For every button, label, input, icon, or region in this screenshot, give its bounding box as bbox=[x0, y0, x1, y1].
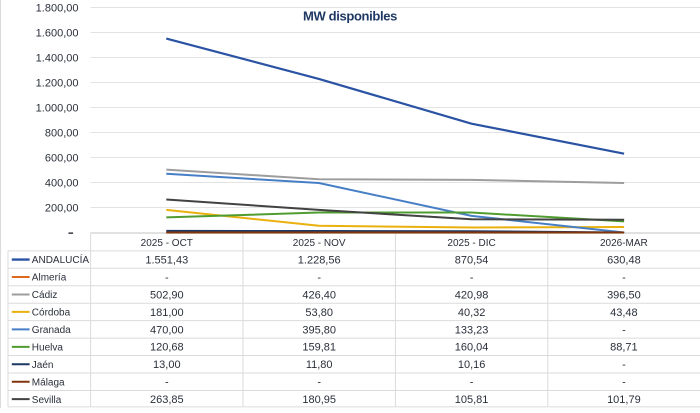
svg-text:1.228,56: 1.228,56 bbox=[298, 254, 341, 266]
svg-text:133,23: 133,23 bbox=[455, 324, 489, 336]
svg-text:MW disponibles: MW disponibles bbox=[303, 9, 397, 24]
svg-text:105,81: 105,81 bbox=[455, 394, 489, 406]
svg-text:420,98: 420,98 bbox=[455, 289, 489, 301]
svg-text:600,00: 600,00 bbox=[45, 152, 79, 164]
svg-text:2025 - OCT: 2025 - OCT bbox=[141, 238, 193, 249]
svg-text:800,00: 800,00 bbox=[45, 127, 79, 139]
svg-text:Málaga: Málaga bbox=[32, 377, 65, 388]
svg-text:53,80: 53,80 bbox=[305, 307, 333, 319]
svg-text:ANDALUCÍA: ANDALUCÍA bbox=[32, 253, 90, 266]
svg-text:502,90: 502,90 bbox=[150, 289, 184, 301]
svg-text:160,04: 160,04 bbox=[455, 342, 489, 354]
svg-text:-: - bbox=[622, 324, 626, 336]
svg-text:870,54: 870,54 bbox=[455, 254, 489, 266]
svg-text:Granada: Granada bbox=[32, 325, 71, 336]
svg-text:-: - bbox=[470, 272, 474, 284]
svg-text:Córdoba: Córdoba bbox=[32, 308, 71, 319]
svg-text:43,48: 43,48 bbox=[610, 307, 638, 319]
svg-text:-: - bbox=[470, 377, 474, 389]
svg-text:181,00: 181,00 bbox=[150, 307, 184, 319]
svg-text:470,00: 470,00 bbox=[150, 324, 184, 336]
svg-text:263,85: 263,85 bbox=[150, 394, 184, 406]
svg-text:1.400,00: 1.400,00 bbox=[36, 52, 79, 64]
svg-text:426,40: 426,40 bbox=[302, 289, 336, 301]
svg-text:180,95: 180,95 bbox=[302, 394, 336, 406]
svg-text:40,32: 40,32 bbox=[458, 307, 486, 319]
svg-text:396,50: 396,50 bbox=[607, 289, 641, 301]
svg-text:2025 - DIC: 2025 - DIC bbox=[447, 238, 495, 249]
svg-text:88,71: 88,71 bbox=[610, 342, 638, 354]
svg-text:395,80: 395,80 bbox=[302, 324, 336, 336]
svg-text:1.551,43: 1.551,43 bbox=[145, 254, 188, 266]
svg-text:-: - bbox=[622, 377, 626, 389]
svg-text:Jaén: Jaén bbox=[32, 360, 54, 371]
svg-text:-: - bbox=[317, 272, 321, 284]
svg-text:400,00: 400,00 bbox=[45, 177, 79, 189]
svg-text:1.000,00: 1.000,00 bbox=[36, 102, 79, 114]
svg-text:-: - bbox=[165, 272, 169, 284]
svg-text:-: - bbox=[165, 377, 169, 389]
svg-text:Sevilla: Sevilla bbox=[32, 395, 62, 406]
svg-text:2026-MAR: 2026-MAR bbox=[600, 238, 648, 249]
svg-text:2025 - NOV: 2025 - NOV bbox=[293, 238, 346, 249]
svg-text:1.200,00: 1.200,00 bbox=[36, 77, 79, 89]
svg-text:Almería: Almería bbox=[32, 273, 67, 284]
svg-text:630,48: 630,48 bbox=[607, 254, 641, 266]
svg-text:-: - bbox=[317, 377, 321, 389]
svg-text:159,81: 159,81 bbox=[302, 342, 336, 354]
svg-text:Cádiz: Cádiz bbox=[32, 290, 58, 301]
svg-text:101,79: 101,79 bbox=[607, 394, 641, 406]
svg-text:13,00: 13,00 bbox=[153, 359, 181, 371]
svg-text:11,80: 11,80 bbox=[306, 359, 333, 371]
svg-text:200,00: 200,00 bbox=[45, 202, 79, 214]
svg-text:1.600,00: 1.600,00 bbox=[36, 27, 79, 39]
svg-text:-: - bbox=[622, 272, 626, 284]
svg-text:10,16: 10,16 bbox=[458, 359, 486, 371]
svg-text:Huelva: Huelva bbox=[32, 342, 64, 353]
svg-text:-: - bbox=[622, 359, 626, 371]
svg-text:1.800,00: 1.800,00 bbox=[36, 2, 79, 14]
svg-text:120,68: 120,68 bbox=[150, 342, 184, 354]
